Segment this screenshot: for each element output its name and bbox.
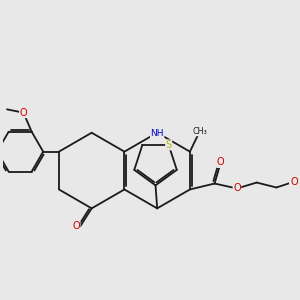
Text: O: O <box>291 177 298 187</box>
Text: NH: NH <box>150 129 164 138</box>
Text: O: O <box>72 221 80 231</box>
Text: O: O <box>20 108 27 118</box>
Text: O: O <box>217 158 224 167</box>
Text: O: O <box>233 184 241 194</box>
Text: S: S <box>166 140 172 150</box>
Text: CH₃: CH₃ <box>192 127 207 136</box>
